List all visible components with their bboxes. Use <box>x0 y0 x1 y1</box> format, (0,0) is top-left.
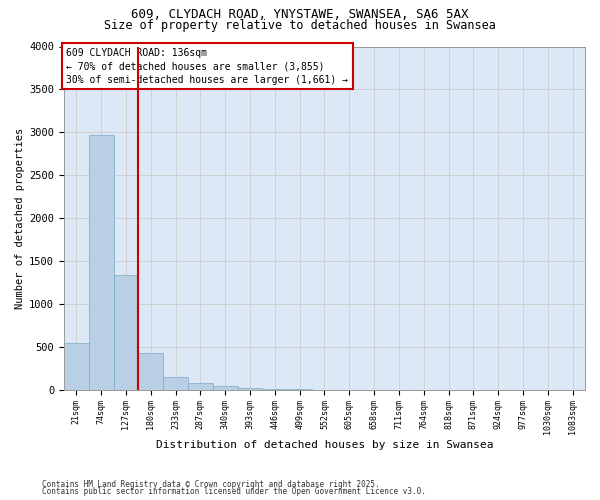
Bar <box>262 389 287 390</box>
Text: Contains public sector information licensed under the Open Government Licence v3: Contains public sector information licen… <box>42 488 426 496</box>
Bar <box>188 383 213 390</box>
Bar <box>139 354 163 390</box>
Text: Size of property relative to detached houses in Swansea: Size of property relative to detached ho… <box>104 18 496 32</box>
Bar <box>163 377 188 390</box>
Y-axis label: Number of detached properties: Number of detached properties <box>15 128 25 308</box>
X-axis label: Distribution of detached houses by size in Swansea: Distribution of detached houses by size … <box>155 440 493 450</box>
Text: 609 CLYDACH ROAD: 136sqm
← 70% of detached houses are smaller (3,855)
30% of sem: 609 CLYDACH ROAD: 136sqm ← 70% of detach… <box>67 48 349 84</box>
Bar <box>89 135 113 390</box>
Bar <box>113 274 139 390</box>
Bar <box>213 386 238 390</box>
Text: Contains HM Land Registry data © Crown copyright and database right 2025.: Contains HM Land Registry data © Crown c… <box>42 480 380 489</box>
Bar <box>64 342 89 390</box>
Bar <box>238 388 262 390</box>
Text: 609, CLYDACH ROAD, YNYSTAWE, SWANSEA, SA6 5AX: 609, CLYDACH ROAD, YNYSTAWE, SWANSEA, SA… <box>131 8 469 20</box>
